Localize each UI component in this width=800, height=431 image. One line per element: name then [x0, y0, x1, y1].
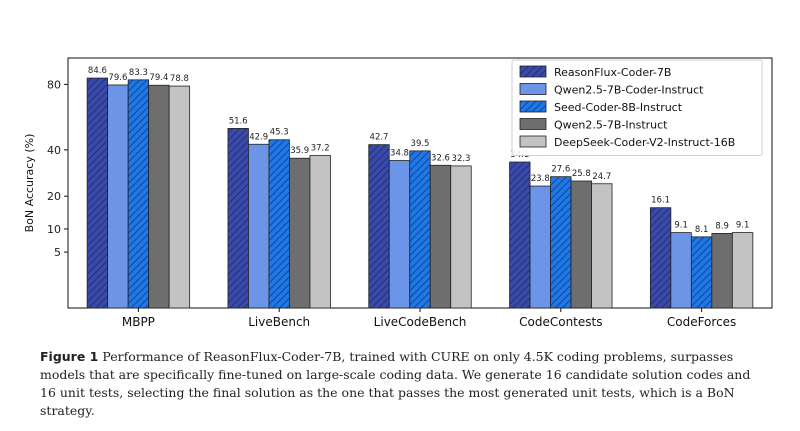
x-tick-label: CodeForces — [667, 315, 736, 329]
bar — [309, 155, 331, 309]
bar — [248, 143, 270, 309]
bar — [529, 185, 551, 309]
bar — [670, 232, 692, 309]
data-label: 8.9 — [715, 221, 729, 231]
data-label: 79.4 — [149, 73, 168, 83]
x-tick-label: LiveCodeBench — [374, 315, 467, 329]
y-tick-label: 40 — [47, 144, 61, 157]
legend-swatch — [519, 100, 547, 113]
data-label: 32.3 — [452, 154, 471, 164]
bar — [731, 232, 754, 309]
bar — [591, 183, 613, 309]
data-label: 23.8 — [531, 174, 550, 184]
data-label: 42.7 — [370, 133, 389, 143]
data-label: 45.3 — [270, 128, 289, 138]
bar — [649, 207, 672, 309]
bar — [289, 157, 311, 309]
data-label: 27.6 — [551, 165, 570, 175]
bar — [570, 180, 592, 309]
legend-swatch — [519, 118, 547, 130]
y-tick-label: 10 — [47, 223, 61, 236]
data-label: 8.1 — [695, 225, 709, 235]
data-label: 34.8 — [390, 149, 409, 159]
legend-label: Qwen2.5-7B-Coder-Instruct — [554, 84, 704, 97]
data-label: 16.1 — [651, 196, 670, 206]
data-label: 83.3 — [129, 68, 148, 78]
bar — [107, 84, 129, 309]
y-axis-title: BoN Accuracy (%) — [23, 134, 36, 233]
data-label: 78.8 — [170, 74, 189, 84]
bar-chart: 5 10 20 40 80 BoN Accuracy (%) 84.679.683.379.… — [23, 57, 773, 329]
data-label: 42.9 — [249, 132, 268, 142]
legend-label: DeepSeek-Coder-V2-Instruct-16B — [554, 136, 735, 149]
x-tick-label: CodeContests — [519, 315, 602, 329]
y-tick-label: 20 — [47, 190, 61, 203]
x-tick-label: LiveBench — [248, 315, 310, 329]
bar — [368, 144, 390, 309]
bar — [450, 165, 472, 309]
data-label: 51.6 — [229, 116, 248, 126]
data-label: 37.2 — [311, 144, 330, 154]
bar — [86, 77, 109, 309]
data-label: 35.9 — [290, 146, 309, 156]
data-label: 9.1 — [674, 221, 688, 231]
bar — [127, 79, 150, 309]
bar — [429, 164, 452, 309]
caption-text: Performance of ReasonFlux-Coder-7B, trai… — [40, 349, 751, 418]
data-label: 79.6 — [108, 73, 127, 83]
legend: ReasonFlux-Coder-7B Qwen2.5-7B-Coder-Inst… — [511, 59, 763, 156]
bar — [388, 160, 411, 309]
legend-box — [511, 59, 763, 156]
legend-swatch — [519, 135, 547, 148]
bar — [227, 128, 249, 309]
legend-label: ReasonFlux-Coder-7B — [554, 66, 671, 79]
data-label: 32.6 — [431, 153, 450, 163]
legend-swatch — [519, 83, 547, 95]
data-label: 25.8 — [572, 169, 591, 179]
bar — [409, 150, 431, 309]
bar — [711, 233, 733, 309]
bar — [550, 176, 572, 309]
figure-caption: Figure 1 Performance of ReasonFlux-Coder… — [40, 348, 770, 420]
bar — [690, 236, 713, 309]
x-tick-label: MBPP — [122, 315, 155, 329]
y-tick-label: 80 — [47, 78, 61, 91]
data-label: 84.6 — [88, 66, 107, 76]
data-label: 39.5 — [411, 139, 430, 149]
legend-label: Qwen2.5-7B-Instruct — [554, 119, 668, 132]
bar — [168, 85, 191, 309]
bar — [509, 161, 531, 309]
legend-label: Seed-Coder-8B-Instruct — [554, 101, 683, 114]
bar — [268, 139, 290, 309]
y-tick-label: 5 — [54, 246, 61, 259]
bar — [148, 84, 170, 309]
figure-label: Figure 1 — [40, 349, 99, 364]
legend-swatch — [519, 65, 547, 78]
data-label: 9.1 — [736, 221, 750, 231]
data-label: 24.7 — [592, 172, 611, 182]
